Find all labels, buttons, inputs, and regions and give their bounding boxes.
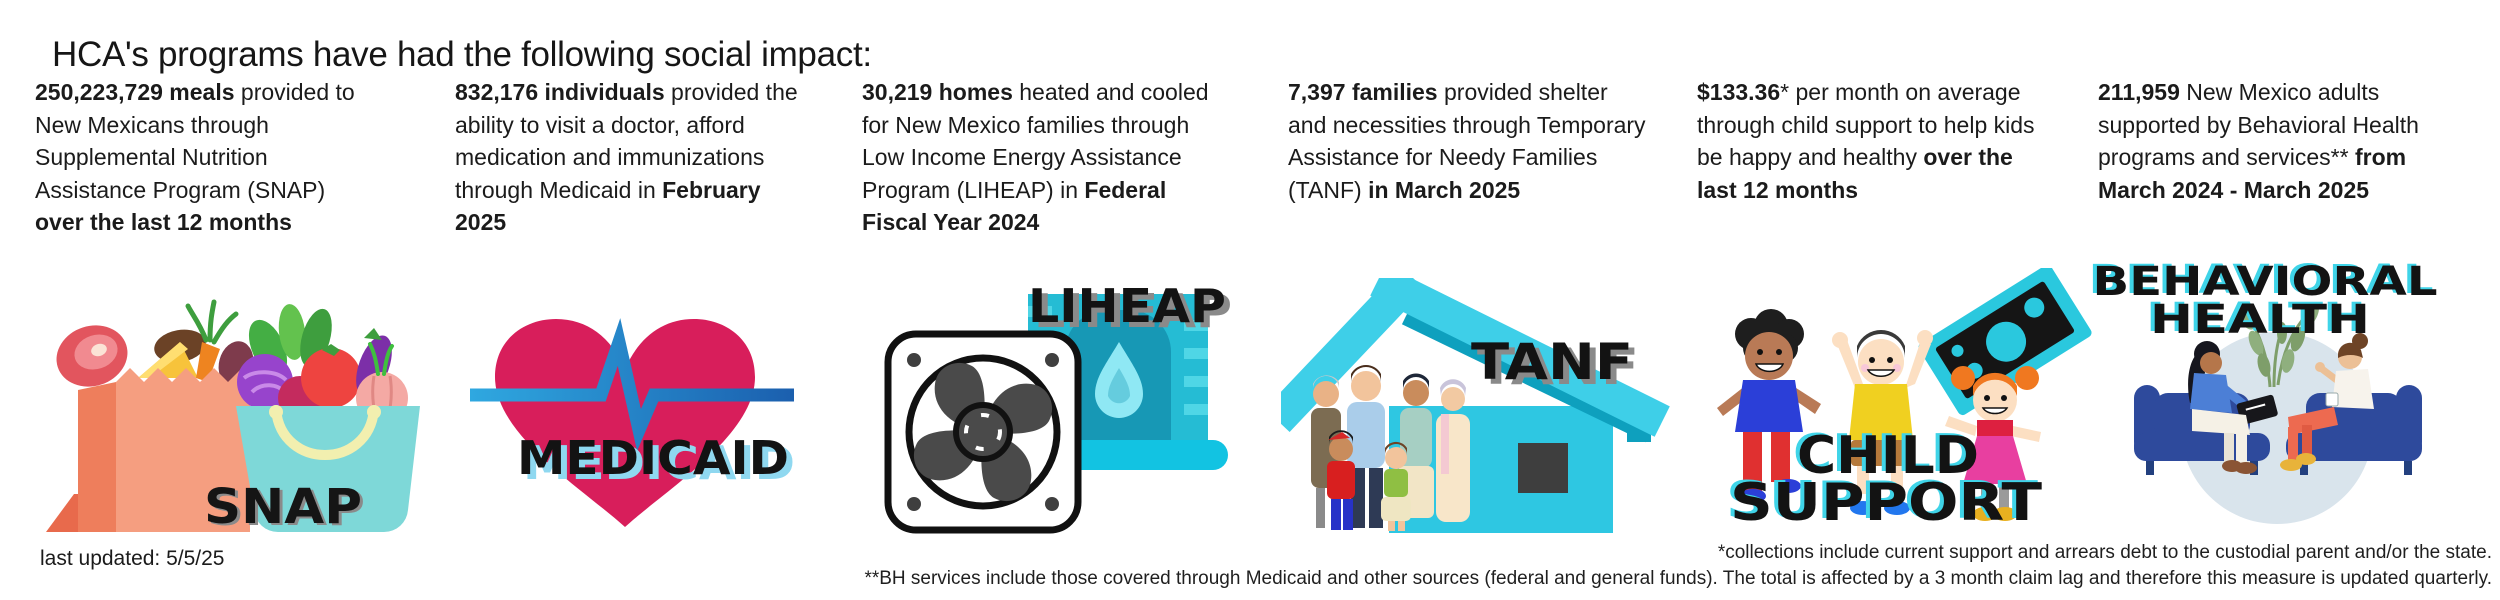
client-figure xyxy=(2280,333,2374,471)
medicaid-label: MEDICAID MEDICAID xyxy=(517,431,795,490)
child-support-illustration: CHILD CHILD SUPPORT SUPPORT xyxy=(1693,268,2113,540)
child-label-text: CHILD xyxy=(1797,426,1979,486)
behavioral-health-illustration: BEHAVIORAL BEHAVIORAL HEALTH HEALTH xyxy=(2088,257,2488,545)
child-label-shadow: CHILD xyxy=(1793,424,1975,484)
ekg-line xyxy=(470,318,794,451)
snap-label: SNAP SNAP xyxy=(204,479,365,537)
therapist-figure xyxy=(2188,341,2278,474)
tanf-label-shadow: TANF xyxy=(1477,338,1639,396)
kid-blue-shirt xyxy=(1717,309,1821,503)
heart-shape xyxy=(495,319,755,527)
behavioral-health-label: BEHAVIORAL BEHAVIORAL HEALTH HEALTH xyxy=(2089,257,2438,343)
fan-screws xyxy=(907,353,1059,511)
medicaid-impact-text: 832,176 individuals provided the ability… xyxy=(455,79,798,235)
snap-label-shadow: SNAP xyxy=(207,481,365,537)
plant-icon xyxy=(2236,302,2320,388)
groceries-icons xyxy=(138,299,254,387)
support-label-shadow: SUPPORT xyxy=(1726,471,2039,531)
medicaid-label-shadow: MEDICAID xyxy=(523,436,795,490)
liheap-label: LIHEAP LIHEAP xyxy=(1028,279,1232,338)
liheap-impact-text: 30,219 homes heated and cooled for New M… xyxy=(862,79,1209,235)
tanf-label: TANF TANF xyxy=(1471,333,1639,396)
behavioral-label-shadow: BEHAVIORAL xyxy=(2089,257,2434,303)
medicaid-illustration: MEDICAID MEDICAID xyxy=(463,289,803,544)
tote-bag xyxy=(236,405,420,533)
flame-icon xyxy=(1095,342,1143,418)
tanf-illustration: TANF TANF xyxy=(1281,278,1701,550)
snap-impact-text: 250,223,729 meals provided to New Mexica… xyxy=(35,79,355,235)
circle-background xyxy=(2181,332,2373,524)
liheap-label-shadow: LIHEAP xyxy=(1034,284,1232,338)
health-label-text: HEALTH xyxy=(2150,297,2370,343)
footnotes: *collections include current support and… xyxy=(692,540,2492,592)
snap-illustration: SNAP SNAP xyxy=(30,286,430,548)
behavioral-label-text: BEHAVIORAL xyxy=(2093,259,2438,305)
vegetables-icons xyxy=(237,304,408,424)
child-support-impact-text: $133.36* per month on average through ch… xyxy=(1697,79,2035,203)
family-group xyxy=(1311,365,1470,531)
behavioral-health-footnote: **BH services include those covered thro… xyxy=(864,568,2492,589)
kid-pink-dress xyxy=(1945,366,2041,521)
paper-bag xyxy=(46,368,250,532)
tanf-impact-text: 7,397 families provided shelter and nece… xyxy=(1288,79,1646,203)
ham-icon xyxy=(56,325,128,387)
last-updated-text: last updated: 5/5/25 xyxy=(40,547,225,570)
page-title: HCA's programs have had the following so… xyxy=(52,35,872,75)
behavioral-health-impact-text: 211,959 New Mexico adults supported by B… xyxy=(2098,79,2419,203)
snap-label-text: SNAP xyxy=(204,479,362,535)
liheap-label-text: LIHEAP xyxy=(1028,279,1226,333)
health-label-shadow: HEALTH xyxy=(2146,295,2366,341)
child-support-label: CHILD CHILD SUPPORT SUPPORT xyxy=(1726,424,2043,533)
kid-yellow-shirt xyxy=(1832,330,1933,515)
child-support-footnote: *collections include current support and… xyxy=(1717,542,2492,563)
liheap-illustration: LIHEAP LIHEAP xyxy=(860,272,1282,552)
tanf-label-text: TANF xyxy=(1471,333,1633,391)
support-label-text: SUPPORT xyxy=(1730,473,2043,533)
medicaid-label-text: MEDICAID xyxy=(517,431,789,485)
exhaust-fan xyxy=(884,330,1082,534)
